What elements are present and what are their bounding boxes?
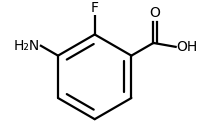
Text: OH: OH — [176, 40, 198, 54]
Text: H₂N: H₂N — [13, 39, 39, 53]
Text: O: O — [150, 6, 160, 20]
Text: F: F — [91, 1, 99, 15]
